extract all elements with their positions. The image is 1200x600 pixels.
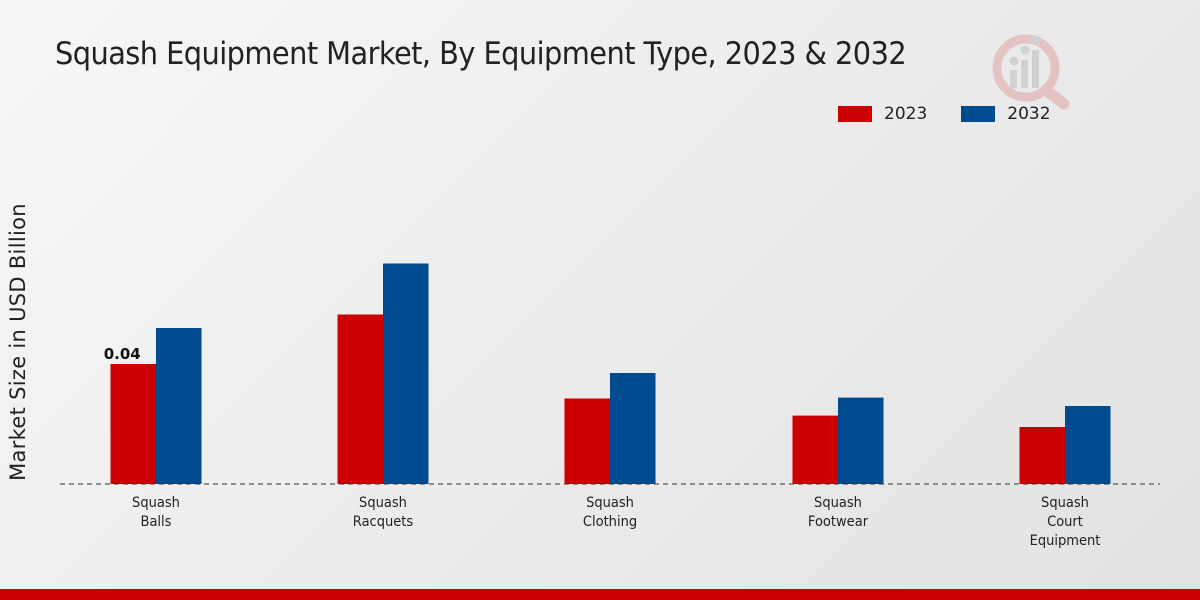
bar-2023-1	[337, 314, 383, 484]
data-label-0: 0.04	[104, 345, 141, 363]
bar-2023-4	[1019, 427, 1065, 484]
x-tick-label-1-line-0: Squash	[359, 494, 407, 511]
legend-swatch-2032	[961, 106, 996, 122]
bar-2032-1	[383, 263, 429, 484]
legend-label-2032: 2032	[1007, 104, 1051, 124]
x-tick-label-3-line-0: Squash	[814, 494, 862, 511]
legend-item-2032: 2032	[961, 104, 1051, 124]
bar-2023-3	[792, 415, 838, 484]
x-tick-label-2-line-0: Squash	[586, 494, 634, 511]
bar-2023-0	[110, 364, 156, 484]
bar-2023-2	[564, 398, 610, 484]
bottom-accent-bar	[0, 589, 1200, 600]
x-tick-label-4-line-2: Equipment	[1030, 532, 1101, 549]
x-tick-label-0-line-0: Squash	[132, 494, 180, 511]
x-tick-label-1-line-1: Racquets	[353, 513, 413, 530]
x-tick-label-0-line-1: Balls	[141, 513, 172, 530]
legend-swatch-2023	[838, 106, 872, 122]
bar-2032-0	[156, 328, 202, 484]
legend-label-2023: 2023	[884, 104, 928, 124]
chart-title: Squash Equipment Market, By Equipment Ty…	[55, 36, 907, 72]
bar-2032-3	[838, 397, 884, 484]
x-tick-label-3-line-1: Footwear	[808, 513, 868, 530]
legend-item-2023: 2023	[838, 104, 927, 124]
bar-2032-2	[610, 373, 656, 484]
legend: 2023 2032	[838, 104, 1085, 124]
x-tick-label-2-line-1: Clothing	[583, 513, 637, 530]
x-tick-label-4-line-0: Squash	[1041, 494, 1089, 511]
x-tick-label-4-line-1: Court	[1047, 513, 1083, 530]
bar-2032-4	[1065, 406, 1111, 484]
brand-logo-icon	[992, 34, 1070, 110]
